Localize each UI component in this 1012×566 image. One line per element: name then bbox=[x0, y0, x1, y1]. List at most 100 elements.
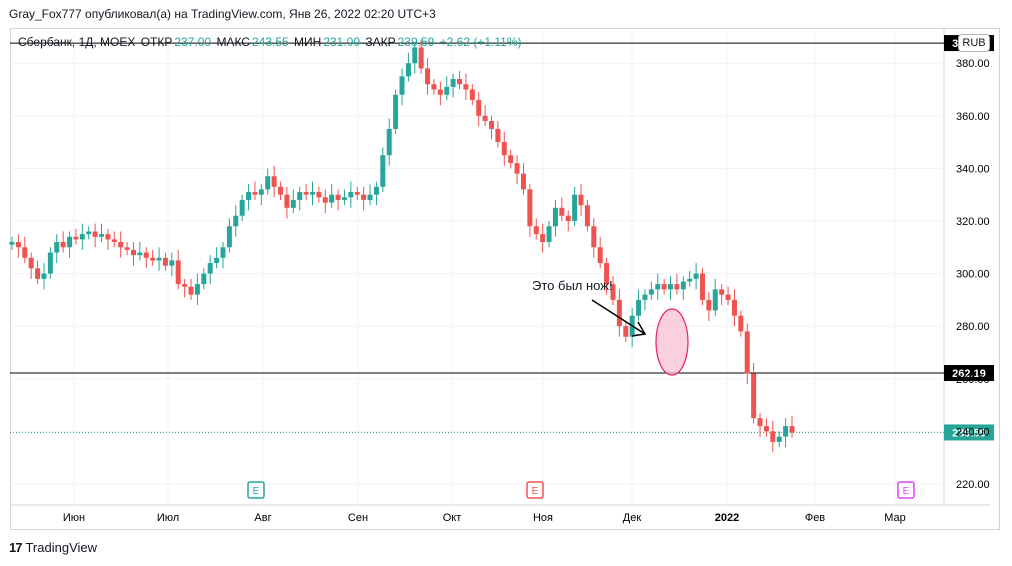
candle-body bbox=[412, 47, 418, 64]
earnings-event-label: E bbox=[253, 486, 260, 497]
time-axis: Июн Июл Авг Сен Окт Ноя Дек 2022 Фев Мар bbox=[63, 512, 906, 524]
high-label: МАКС bbox=[216, 35, 250, 49]
candle-body bbox=[361, 194, 367, 200]
candle-body bbox=[386, 128, 392, 156]
candle-body bbox=[731, 299, 737, 316]
price-tick-label: 360.00 bbox=[956, 111, 990, 123]
candle-body bbox=[92, 231, 98, 237]
candle-body bbox=[399, 76, 405, 95]
candle-body bbox=[418, 47, 424, 69]
candle-body bbox=[425, 68, 431, 85]
price-tick-label: 260.00 bbox=[956, 374, 990, 386]
chart-area[interactable] bbox=[10, 28, 1000, 530]
candle-body bbox=[367, 194, 373, 200]
candle-body bbox=[514, 163, 520, 174]
candle-body bbox=[693, 273, 699, 279]
last-price-label: 239.59 bbox=[952, 427, 986, 439]
candle-body bbox=[437, 89, 443, 95]
candle-body bbox=[28, 257, 34, 269]
earnings-event-icon bbox=[247, 481, 265, 499]
candle-body bbox=[201, 273, 207, 285]
arrow-line bbox=[591, 299, 646, 335]
candle-body bbox=[169, 260, 175, 266]
price-tick-label: 320.00 bbox=[956, 216, 990, 228]
candle-body bbox=[546, 226, 552, 243]
candle-body bbox=[744, 331, 750, 374]
time-tick-label: Авг bbox=[254, 512, 271, 524]
candle-body bbox=[79, 234, 85, 240]
earnings-event-label: E bbox=[532, 486, 539, 497]
candle-body bbox=[776, 436, 782, 442]
candle-body bbox=[124, 247, 130, 250]
earnings-event-label: E bbox=[903, 486, 910, 497]
candle-body bbox=[770, 431, 776, 442]
symbol-name: Сбербанк, 1Д, MOEX bbox=[18, 35, 136, 49]
open-label: ОТКР bbox=[140, 35, 173, 49]
candle-body bbox=[265, 176, 271, 190]
arrow-head bbox=[631, 321, 647, 337]
candle-body bbox=[668, 284, 674, 290]
candle-body bbox=[258, 189, 264, 195]
candle-body bbox=[699, 273, 705, 300]
time-tick-label: Мар bbox=[884, 512, 906, 524]
candle-body bbox=[60, 242, 66, 248]
candle-body bbox=[604, 263, 610, 285]
candle-body bbox=[552, 207, 558, 227]
candle-body bbox=[751, 373, 757, 419]
candle-body bbox=[655, 284, 661, 290]
time-tick-label: Фев bbox=[805, 512, 825, 524]
candle-body bbox=[329, 194, 335, 203]
price-tick-label: 340.00 bbox=[956, 163, 990, 175]
candle-body bbox=[476, 100, 482, 116]
candle-body bbox=[450, 78, 456, 87]
candle-body bbox=[680, 281, 686, 290]
candle-body bbox=[501, 142, 507, 156]
candle-body bbox=[540, 234, 546, 243]
price-tick-label: 380.00 bbox=[956, 58, 990, 70]
candle-body bbox=[527, 189, 533, 227]
candle-body bbox=[47, 252, 53, 274]
candle-body bbox=[130, 249, 136, 256]
currency-badge[interactable]: RUB bbox=[958, 34, 990, 52]
candle-body bbox=[763, 426, 769, 432]
candle-body bbox=[271, 176, 277, 187]
candle-body bbox=[278, 186, 284, 195]
candle-body bbox=[284, 194, 290, 208]
earnings-event-icon bbox=[526, 481, 544, 499]
candle-body bbox=[482, 115, 488, 122]
price-tick-label: 220.00 bbox=[956, 479, 990, 491]
candle-body bbox=[520, 173, 526, 190]
candle-body bbox=[674, 284, 680, 290]
candle-body bbox=[393, 94, 399, 129]
candle-body bbox=[597, 247, 603, 264]
candle-body bbox=[578, 194, 584, 206]
candle-body bbox=[463, 84, 469, 90]
candle-body bbox=[444, 86, 450, 95]
candle-body bbox=[233, 215, 239, 227]
annotation-text: Это был нож! bbox=[532, 278, 613, 293]
candle-body bbox=[610, 284, 616, 300]
price-axis: 220.00 240.00 260.00 280.00 300.00 320.00 340.… bbox=[956, 58, 990, 491]
price-tick-label: 240.00 bbox=[956, 426, 990, 438]
candle-body bbox=[584, 205, 590, 227]
candle-body bbox=[489, 121, 495, 129]
candle-body bbox=[290, 199, 296, 208]
candle-body bbox=[725, 294, 731, 300]
footer-brand[interactable]: 17 TradingView bbox=[9, 540, 97, 555]
candle-body bbox=[712, 289, 718, 311]
candle-body bbox=[706, 299, 712, 311]
close-value: 239.59 bbox=[397, 35, 435, 49]
time-tick-label: 2022 bbox=[715, 512, 739, 524]
candle-body bbox=[469, 89, 475, 101]
candle-body bbox=[623, 326, 629, 337]
candle-body bbox=[303, 192, 309, 195]
change-value: +2.62 (+1.11%) bbox=[439, 35, 522, 49]
candle-body bbox=[757, 418, 763, 427]
candle-body bbox=[67, 236, 73, 248]
candle-body bbox=[246, 192, 252, 200]
high-value: 243.55 bbox=[251, 35, 289, 49]
